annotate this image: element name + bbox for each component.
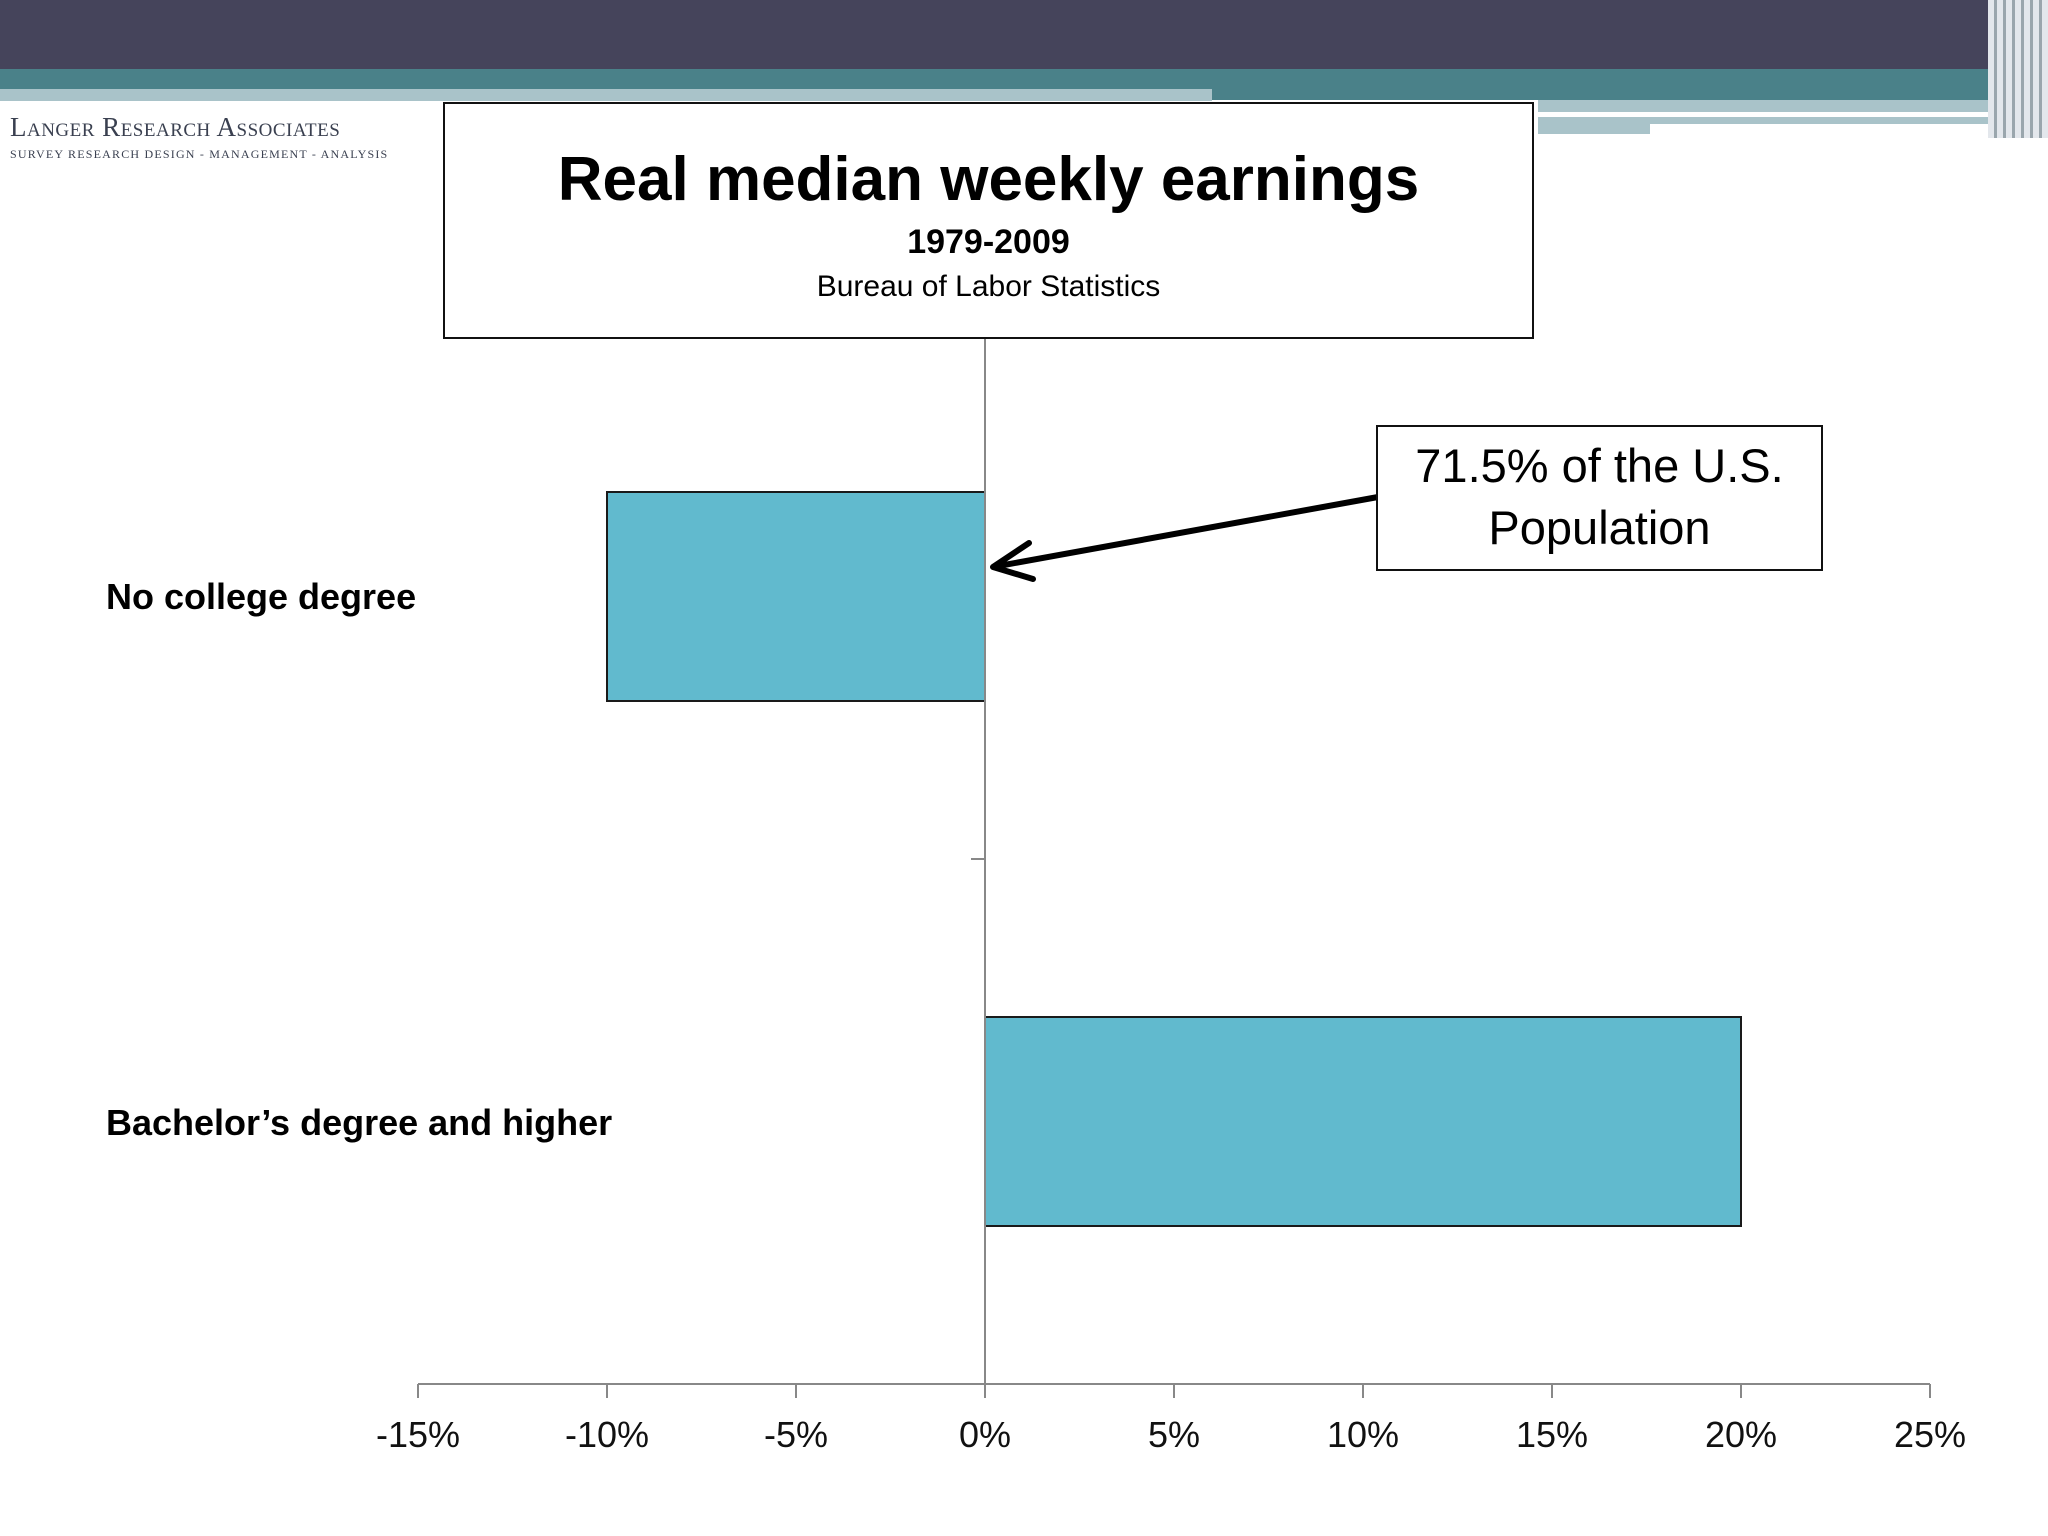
category-label-bachelors: Bachelor’s degree and higher — [106, 1102, 613, 1143]
bar-0 — [606, 491, 986, 702]
x-tick-label: 10% — [1327, 1414, 1399, 1455]
x-tick-label: -5% — [764, 1414, 828, 1455]
x-tick-label: 15% — [1516, 1414, 1588, 1455]
x-tick-label: 20% — [1705, 1414, 1777, 1455]
x-tick-label: -10% — [565, 1414, 649, 1455]
chart-subtitle: 1979-2009 — [907, 223, 1070, 261]
chart-title-box: Real median weekly earnings 1979-2009 Bu… — [443, 102, 1534, 339]
callout-line-2: Population — [1488, 501, 1711, 554]
callout-line-1: 71.5% of the U.S. — [1415, 439, 1784, 492]
company-logo: Langer Research Associates SURVEY RESEAR… — [10, 112, 440, 174]
chart-source: Bureau of Labor Statistics — [816, 270, 1161, 303]
category-label-no-college: No college degree — [106, 576, 417, 617]
header-right-band — [1538, 100, 2008, 134]
x-tick-label: 0% — [959, 1414, 1011, 1455]
callout-arrow-head — [990, 540, 1036, 582]
bar-1 — [984, 1016, 1742, 1227]
edge-decoration — [1988, 0, 2048, 138]
logo-tagline: SURVEY RESEARCH DESIGN - MANAGEMENT - AN… — [10, 147, 389, 161]
header-bar — [0, 0, 2048, 69]
x-tick-label: 25% — [1894, 1414, 1966, 1455]
population-callout: 71.5% of the U.S. Population — [1376, 425, 1823, 571]
x-tick-label: 5% — [1148, 1414, 1200, 1455]
header-right-stripe — [1538, 112, 2008, 117]
header-right-stripe-lower — [1650, 124, 2008, 134]
x-tick-label: -15% — [376, 1414, 460, 1455]
logo-name: Langer Research Associates — [10, 112, 341, 142]
header-light-band — [0, 89, 1212, 101]
callout-arrow-shaft — [992, 494, 1379, 570]
chart-title: Real median weekly earnings — [557, 145, 1420, 214]
